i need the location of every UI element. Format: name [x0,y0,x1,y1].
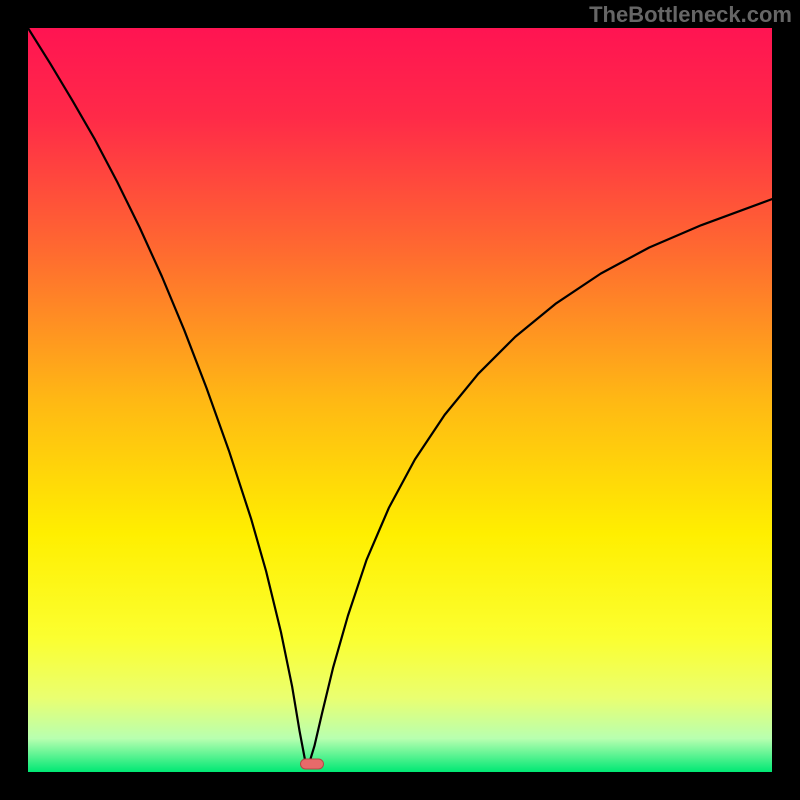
optimum-marker [300,758,324,769]
plot-area [28,28,772,772]
bottleneck-curve [28,28,772,772]
watermark-text: TheBottleneck.com [589,2,792,28]
